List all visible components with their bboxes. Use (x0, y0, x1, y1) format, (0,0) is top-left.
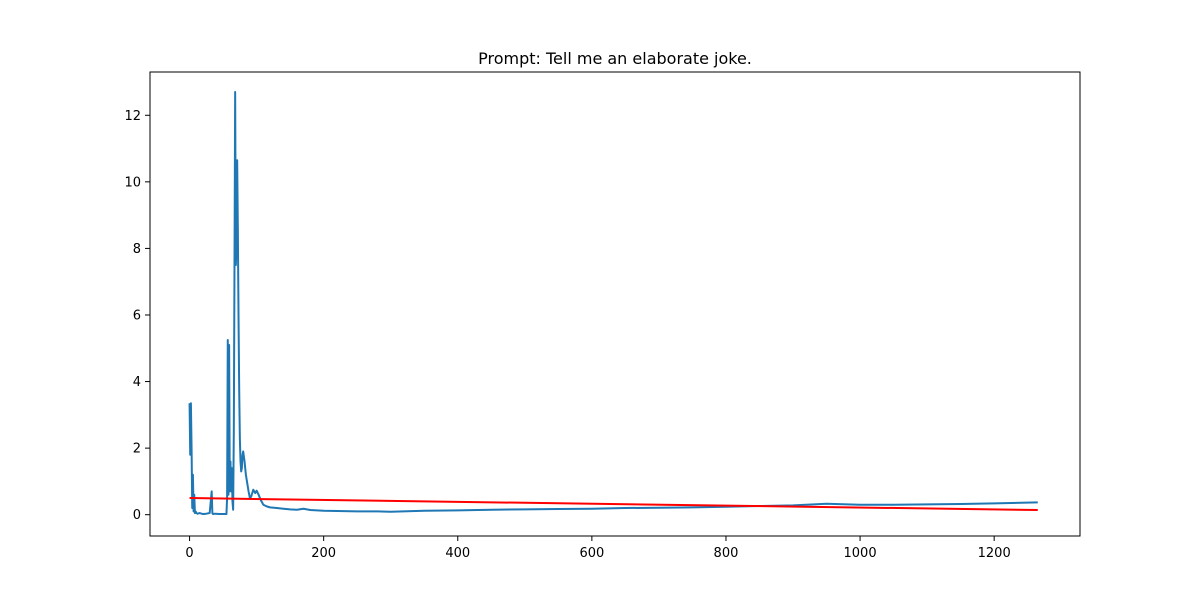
series-line-0 (188, 90, 1038, 516)
x-tick-label: 1200 (978, 546, 1011, 561)
y-tick-label: 4 (133, 375, 141, 390)
y-tick-label: 6 (133, 308, 141, 323)
y-tick-label: 12 (124, 109, 141, 124)
plot-frame (149, 71, 1081, 537)
y-tick-label: 10 (124, 175, 141, 190)
chart-title: Prompt: Tell me an elaborate joke. (478, 49, 752, 68)
x-tick-label: 1000 (844, 546, 877, 561)
y-tick-label: 8 (133, 242, 141, 257)
x-tick-label: 200 (311, 546, 336, 561)
x-tick-label: 0 (185, 546, 193, 561)
series-line-1 (189, 497, 1038, 512)
x-tick-label: 400 (445, 546, 470, 561)
x-tick-label: 800 (714, 546, 739, 561)
x-tick-label: 600 (579, 546, 604, 561)
y-tick-label: 0 (133, 508, 141, 523)
y-tick-label: 2 (133, 442, 141, 457)
plot-area (188, 90, 1038, 516)
